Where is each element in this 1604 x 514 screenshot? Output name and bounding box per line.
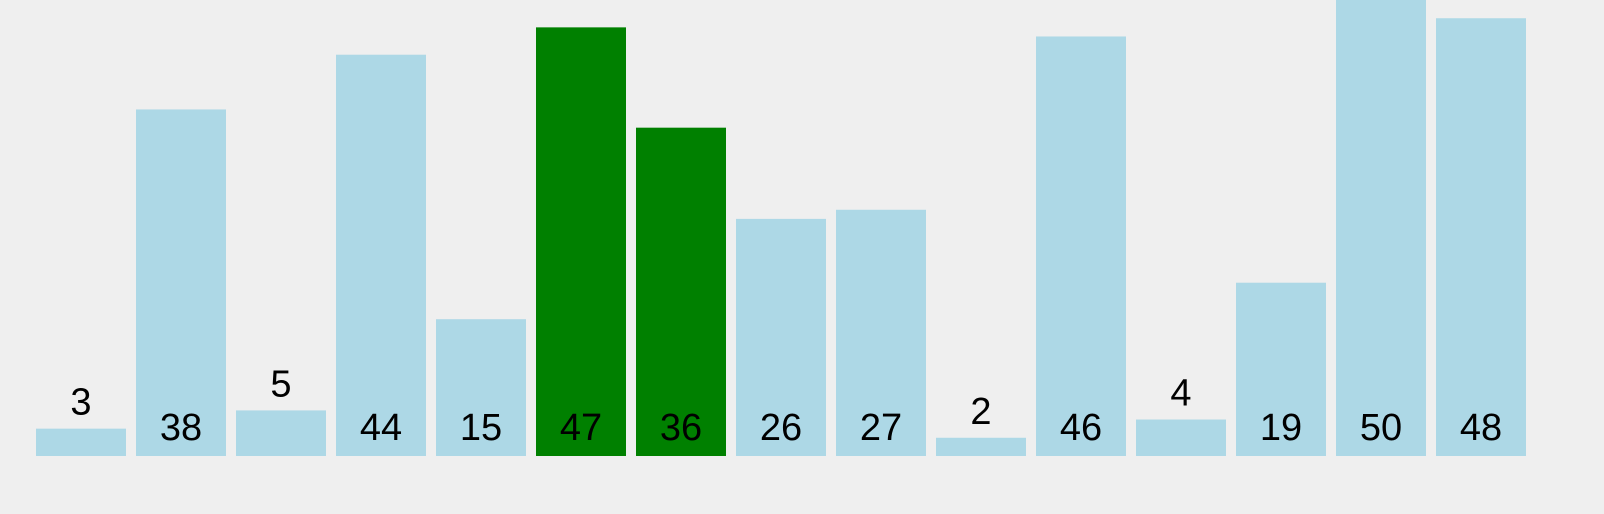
bar-value-label: 5 <box>270 363 291 405</box>
bar <box>136 109 226 456</box>
value-labels-layer: 3 38 5 44 15 47 36 26 27 2 46 4 19 50 48 <box>70 363 1502 449</box>
bar-value-label: 48 <box>1460 407 1502 449</box>
bar-value-label: 44 <box>360 407 402 449</box>
bar-value-label: 26 <box>760 407 802 449</box>
bar-highlighted <box>536 27 626 457</box>
bar <box>1036 36 1126 456</box>
bar-value-label: 15 <box>460 407 502 449</box>
bar <box>336 54 426 456</box>
bar <box>36 428 126 456</box>
bar <box>1236 282 1326 456</box>
bar-value-label: 46 <box>1060 407 1102 449</box>
bar-highlighted <box>636 127 726 457</box>
bar <box>1336 0 1426 456</box>
bar <box>436 319 526 456</box>
bar <box>236 410 326 456</box>
bar <box>836 209 926 456</box>
bars-layer <box>36 0 1526 457</box>
bar-value-label: 19 <box>1260 407 1302 449</box>
bar-value-label: 50 <box>1360 407 1402 449</box>
bar-value-label: 2 <box>970 391 991 433</box>
bar <box>1136 419 1226 456</box>
bar-value-label: 3 <box>70 382 91 424</box>
bar <box>936 437 1026 456</box>
bar-value-label: 36 <box>660 407 702 449</box>
bar <box>736 218 826 456</box>
bar-value-label: 27 <box>860 407 902 449</box>
bar-value-label: 47 <box>560 407 602 449</box>
bar-value-label: 4 <box>1170 373 1191 415</box>
bar <box>1436 18 1526 457</box>
bar-value-label: 38 <box>160 407 202 449</box>
